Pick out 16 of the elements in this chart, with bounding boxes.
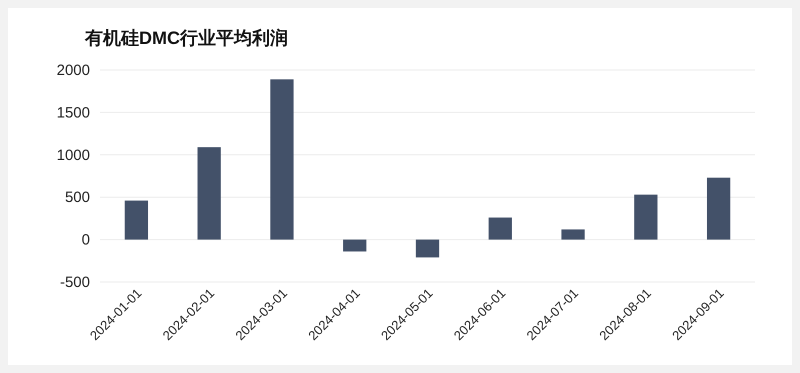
y-tick-label: 2000: [56, 62, 90, 79]
bar: [416, 240, 440, 258]
y-tick-label: 1000: [56, 146, 90, 164]
y-tick-label: -500: [60, 274, 90, 291]
y-tick-label: 0: [82, 232, 90, 249]
bar: [343, 240, 366, 252]
chart-title: 有机硅DMC行业平均利润: [84, 28, 288, 48]
bar: [124, 200, 148, 240]
bar: [488, 218, 512, 240]
y-tick-label: 1500: [56, 104, 90, 122]
bar: [634, 194, 658, 240]
y-tick-label: 500: [64, 189, 90, 206]
bar: [706, 178, 730, 240]
bar: [198, 147, 221, 240]
bar: [270, 79, 294, 240]
bar: [561, 229, 585, 240]
